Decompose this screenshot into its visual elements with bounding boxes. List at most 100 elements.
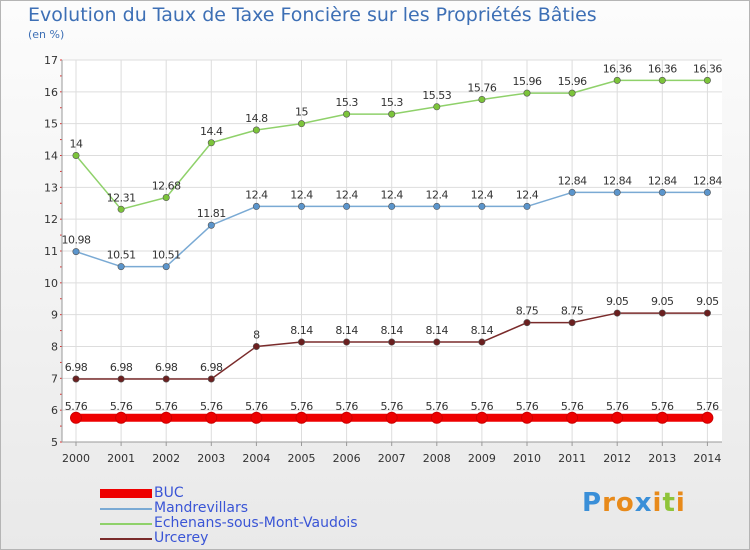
- data-point: [613, 309, 621, 317]
- data-label: 8: [253, 329, 260, 342]
- data-label: 5.76: [155, 400, 178, 413]
- data-label: 8.14: [290, 324, 313, 337]
- data-label: 15.53: [422, 89, 451, 102]
- data-label: 5.76: [200, 400, 223, 413]
- data-point: [613, 188, 621, 196]
- data-point: [523, 319, 531, 327]
- y-tick-label: 13: [44, 181, 58, 194]
- data-label: 16.36: [648, 62, 677, 75]
- data-label: 12.4: [380, 188, 403, 201]
- x-tick-label: 2004: [242, 452, 270, 465]
- data-point: [252, 126, 260, 134]
- data-label: 8.14: [471, 324, 494, 337]
- data-point: [72, 152, 80, 160]
- x-tick-label: 2005: [288, 452, 316, 465]
- data-label: 9.05: [606, 295, 629, 308]
- data-label: 14.4: [200, 125, 223, 138]
- data-label: 15.96: [558, 75, 587, 88]
- chart-legend: BUC Mandrevillars Echenans-sous-Mont-Vau…: [100, 486, 358, 546]
- data-point: [207, 221, 215, 229]
- data-point: [162, 194, 170, 202]
- y-tick-label: 5: [51, 436, 58, 449]
- data-point: [70, 411, 82, 424]
- data-label: 15.76: [467, 81, 496, 94]
- logo-letter: i: [652, 488, 663, 518]
- data-label: 5.76: [290, 400, 313, 413]
- data-point: [388, 202, 396, 210]
- data-point: [658, 76, 666, 84]
- data-label: 8.14: [380, 324, 403, 337]
- data-label: 16.36: [603, 62, 632, 75]
- data-label: 5.76: [426, 400, 449, 413]
- legend-swatch-echenans: [100, 522, 152, 525]
- data-point: [297, 338, 305, 346]
- data-label: 9.05: [696, 295, 719, 308]
- logo-letter: x: [634, 488, 653, 518]
- data-label: 15: [295, 106, 308, 119]
- data-label: 5.76: [561, 400, 584, 413]
- y-tick-label: 15: [44, 118, 58, 131]
- data-label: 5.76: [110, 400, 133, 413]
- data-point: [117, 205, 125, 213]
- data-point: [433, 202, 441, 210]
- x-tick-label: 2011: [558, 452, 586, 465]
- x-tick-label: 2002: [152, 452, 180, 465]
- logo-letter: t: [662, 488, 676, 518]
- data-point: [205, 411, 218, 424]
- logo-letter: r: [602, 488, 616, 518]
- y-tick-label: 6: [51, 404, 58, 417]
- data-point: [385, 411, 398, 424]
- data-label: 8.14: [335, 324, 358, 337]
- data-point: [703, 76, 711, 84]
- legend-item-urcerey: Urcerey: [100, 531, 358, 546]
- x-tick-label: 2000: [62, 452, 90, 465]
- logo-letter: o: [615, 488, 635, 518]
- x-tick-label: 2009: [468, 452, 496, 465]
- data-point: [611, 411, 624, 424]
- data-label: 5.76: [245, 400, 268, 413]
- data-point: [568, 89, 576, 97]
- data-point: [388, 338, 396, 346]
- x-tick-label: 2012: [603, 452, 631, 465]
- x-tick-label: 2008: [423, 452, 451, 465]
- data-point: [656, 411, 669, 424]
- data-label: 12.4: [471, 188, 494, 201]
- data-point: [162, 375, 170, 383]
- data-point: [207, 139, 215, 147]
- y-tick-label: 17: [44, 54, 58, 67]
- data-label: 12.4: [290, 188, 313, 201]
- data-point: [388, 110, 396, 118]
- data-label: 12.31: [107, 191, 136, 204]
- legend-label: Echenans-sous-Mont-Vaudois: [154, 515, 358, 531]
- data-point: [430, 411, 443, 424]
- chart-title: Evolution du Taux de Taxe Foncière sur l…: [28, 4, 597, 26]
- data-label: 5.76: [335, 400, 358, 413]
- data-label: 12.4: [245, 188, 268, 201]
- data-label: 14: [70, 138, 83, 151]
- data-point: [72, 375, 80, 383]
- data-label: 5.76: [606, 400, 629, 413]
- data-point: [117, 263, 125, 271]
- data-point: [343, 110, 351, 118]
- data-label: 12.84: [558, 174, 587, 187]
- data-label: 8.75: [516, 305, 539, 318]
- legend-item-mandrevillars: Mandrevillars: [100, 501, 358, 516]
- legend-label: Urcerey: [154, 530, 209, 546]
- data-point: [478, 338, 486, 346]
- data-label: 15.3: [380, 96, 403, 109]
- data-label: 14.8: [245, 112, 268, 125]
- data-label: 8.75: [561, 305, 584, 318]
- data-label: 5.76: [696, 400, 719, 413]
- x-tick-label: 2010: [513, 452, 541, 465]
- data-label: 12.4: [335, 188, 358, 201]
- data-point: [297, 202, 305, 210]
- data-label: 5.76: [516, 400, 539, 413]
- data-point: [566, 411, 579, 424]
- data-point: [568, 188, 576, 196]
- data-label: 15.3: [335, 96, 358, 109]
- x-tick-label: 2007: [378, 452, 406, 465]
- data-label: 12.4: [426, 188, 449, 201]
- y-tick-label: 16: [44, 86, 58, 99]
- data-label: 15.96: [513, 75, 542, 88]
- data-label: 5.76: [471, 400, 494, 413]
